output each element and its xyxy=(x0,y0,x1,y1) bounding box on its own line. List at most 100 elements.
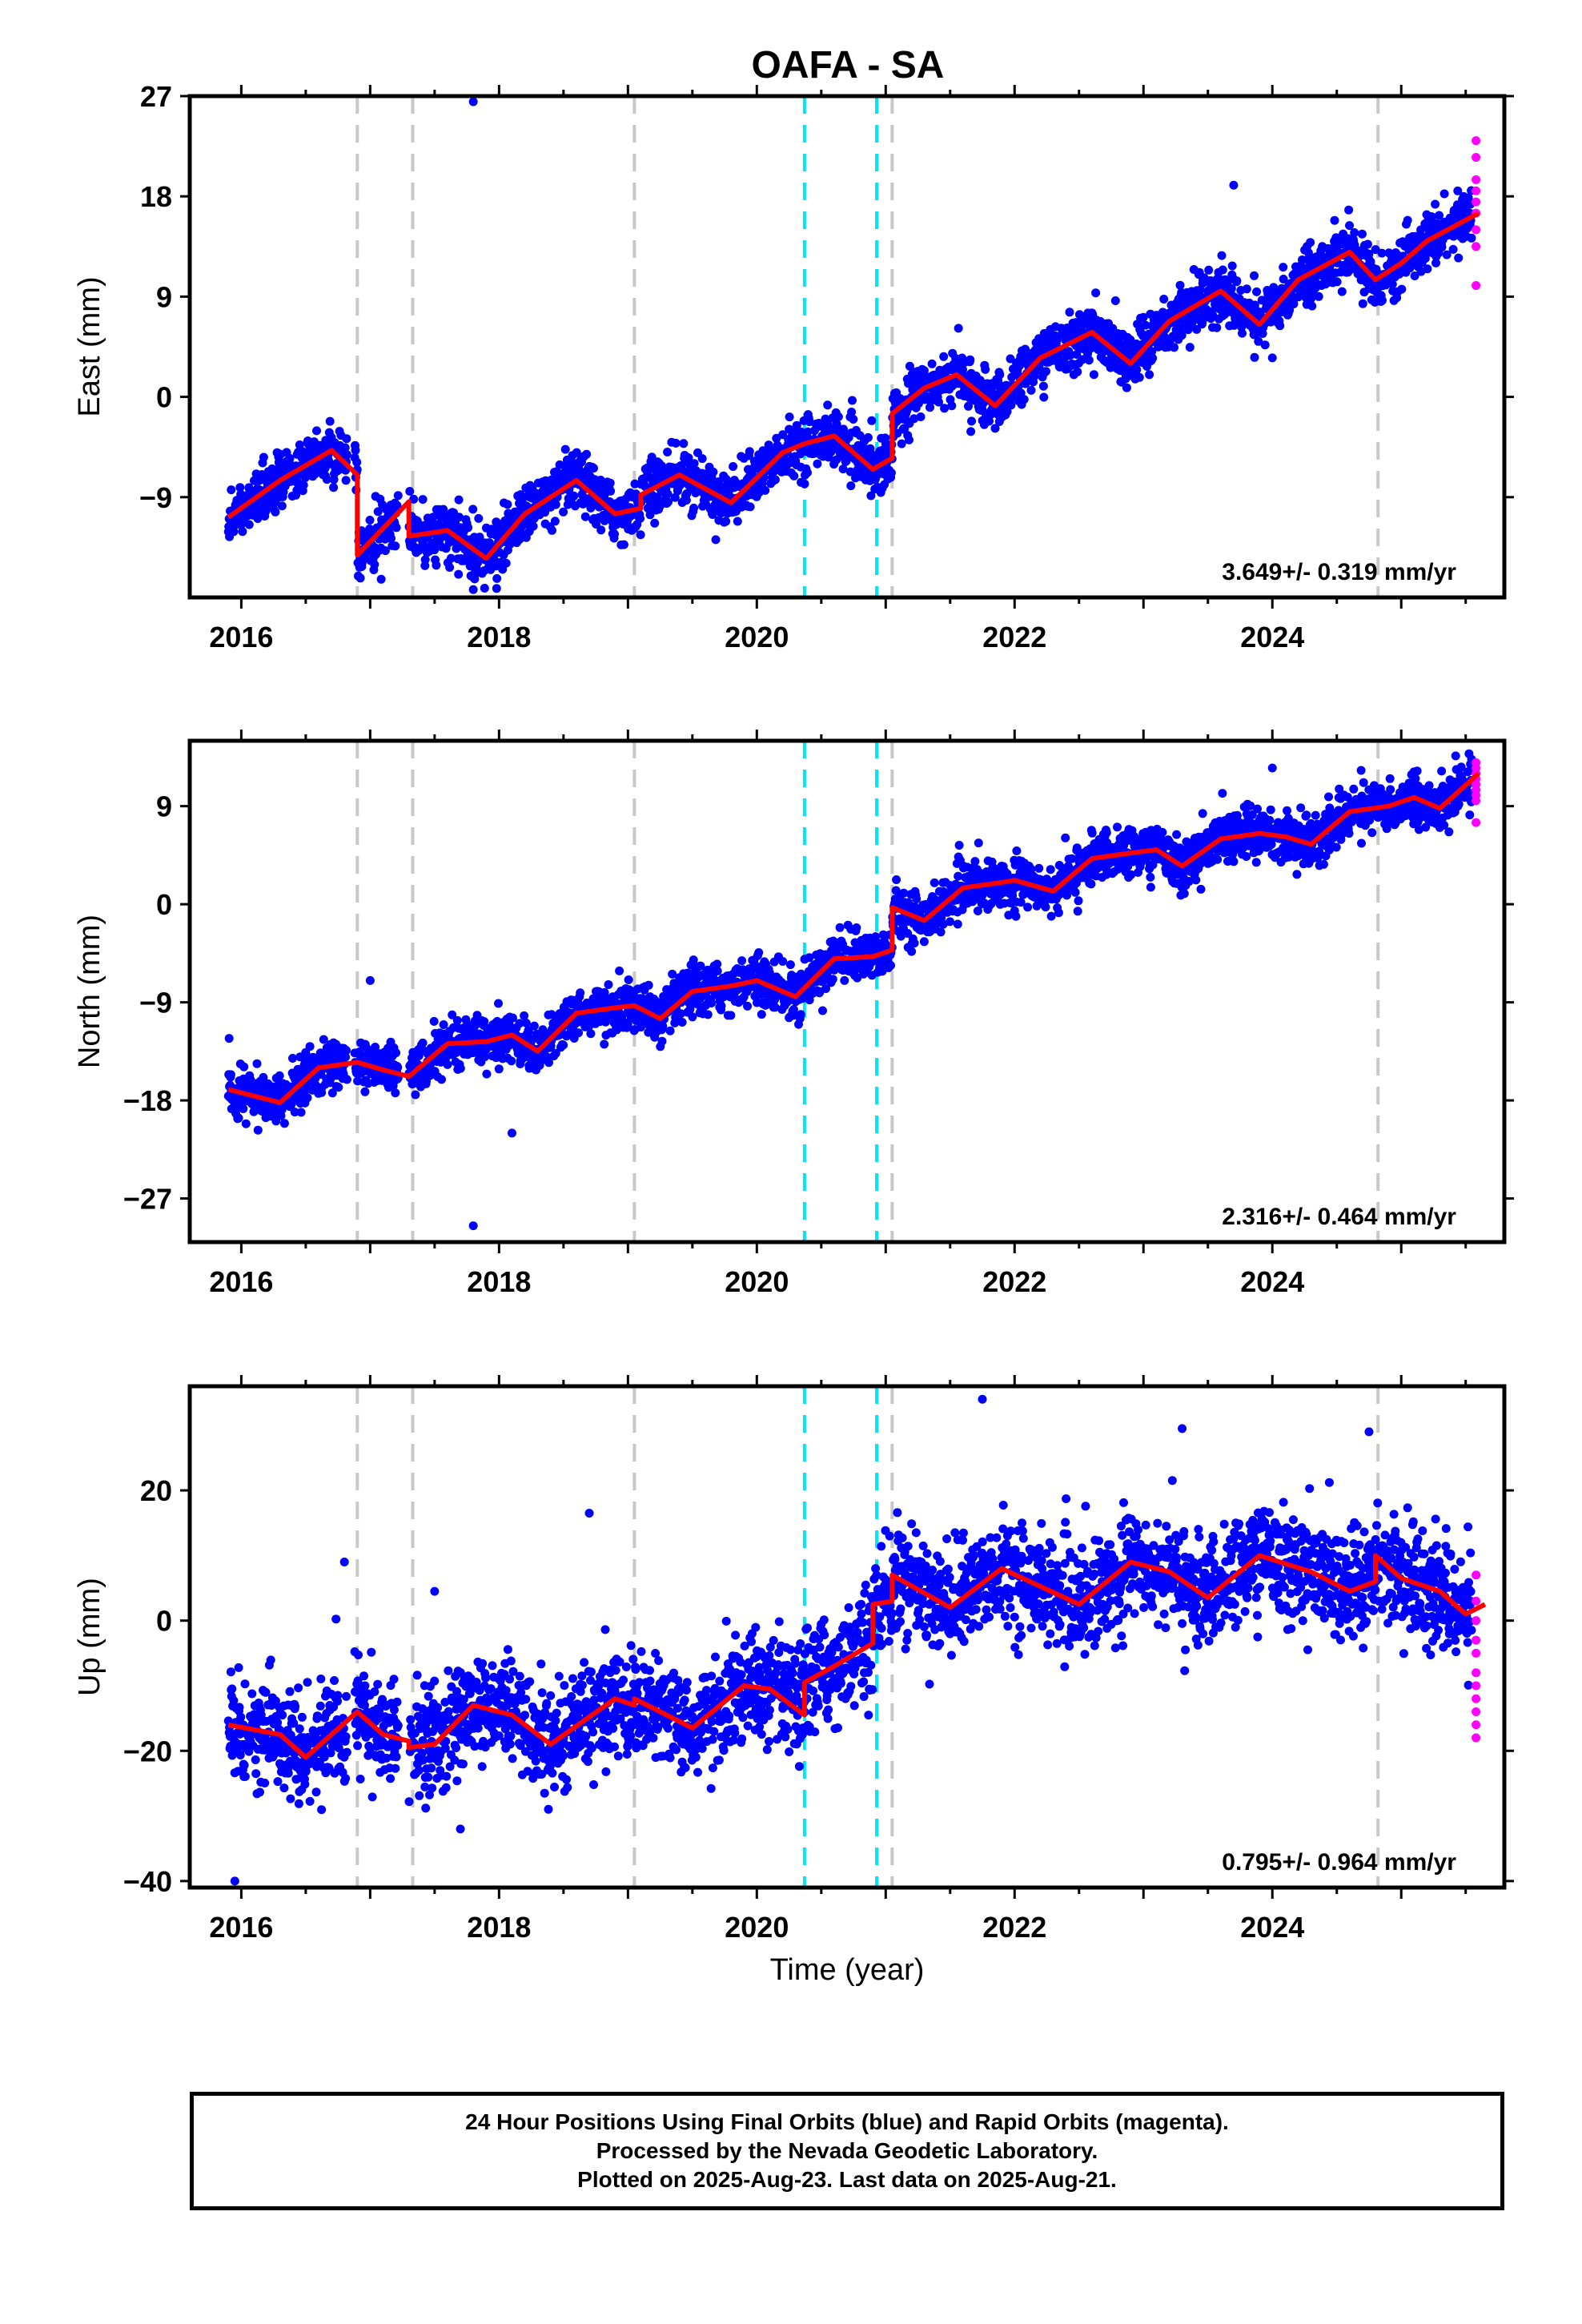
data-point xyxy=(312,426,321,436)
data-point xyxy=(387,533,396,543)
data-point xyxy=(376,574,386,584)
data-point xyxy=(1227,261,1237,271)
data-point xyxy=(954,324,963,333)
data-point xyxy=(813,459,822,468)
data-point xyxy=(663,489,673,499)
data-point xyxy=(253,1125,263,1135)
data-point xyxy=(1357,229,1367,239)
data-point xyxy=(981,364,990,374)
data-point xyxy=(277,1104,287,1114)
data-point xyxy=(848,396,857,405)
data-point xyxy=(796,1010,805,1019)
data-point xyxy=(296,1108,306,1117)
data-point xyxy=(636,513,645,523)
data-point xyxy=(990,424,1000,433)
x-tick-label: 2022 xyxy=(982,621,1046,653)
data-point xyxy=(1175,280,1185,290)
data-point xyxy=(355,573,365,583)
data-point xyxy=(919,937,929,947)
data-point xyxy=(1454,253,1464,263)
data-point xyxy=(717,1001,726,1011)
data-point xyxy=(482,1069,492,1079)
data-point xyxy=(238,527,247,537)
data-point xyxy=(454,495,464,505)
data-point xyxy=(1294,292,1303,302)
data-point xyxy=(234,1113,243,1123)
data-point xyxy=(226,1070,235,1080)
data-point xyxy=(428,513,438,522)
data-point xyxy=(828,975,837,984)
data-point xyxy=(305,1042,315,1051)
data-point xyxy=(966,427,976,436)
data-point xyxy=(733,517,742,526)
data-point xyxy=(380,546,390,556)
data-point xyxy=(964,401,973,411)
data-point xyxy=(480,584,489,593)
data-point xyxy=(528,521,538,531)
data-point xyxy=(1170,343,1178,352)
data-point xyxy=(644,980,653,990)
rapid-point xyxy=(1472,136,1481,146)
data-point xyxy=(615,966,624,975)
data-point xyxy=(1285,305,1295,315)
data-point xyxy=(947,401,957,411)
data-point xyxy=(501,558,511,568)
data-point xyxy=(572,448,581,457)
data-point xyxy=(540,508,550,517)
data-point xyxy=(703,1010,713,1019)
data-point xyxy=(954,841,964,850)
data-point xyxy=(1448,244,1458,254)
rapid-point xyxy=(1472,242,1481,251)
data-point xyxy=(936,927,946,937)
data-point xyxy=(259,1072,268,1082)
data-point xyxy=(445,563,455,572)
x-tick-label: 2020 xyxy=(725,621,789,653)
data-point xyxy=(1159,295,1169,304)
data-point xyxy=(1217,251,1227,260)
data-point xyxy=(360,1087,370,1096)
data-point xyxy=(1254,336,1263,346)
data-point xyxy=(391,541,400,551)
data-point xyxy=(1110,296,1120,305)
data-point xyxy=(711,535,721,545)
data-point xyxy=(1467,233,1476,243)
data-point xyxy=(448,1010,457,1019)
data-point xyxy=(409,494,419,504)
data-point xyxy=(1403,215,1412,225)
data-point xyxy=(745,447,754,456)
data-point xyxy=(589,464,598,473)
data-point xyxy=(261,505,271,514)
data-point xyxy=(342,450,351,460)
east-rate-label: 3.649+/- 0.319 mm/yr xyxy=(1222,559,1456,585)
data-point xyxy=(432,561,441,570)
data-point xyxy=(743,1001,753,1011)
data-point xyxy=(761,485,770,495)
outlier-point xyxy=(1267,353,1277,363)
data-point xyxy=(792,420,801,430)
data-point xyxy=(903,929,913,938)
data-point xyxy=(1232,276,1242,286)
outlier-point xyxy=(1229,180,1239,190)
data-point xyxy=(439,1020,448,1029)
data-point xyxy=(803,468,812,477)
data-point xyxy=(905,435,913,444)
data-point xyxy=(696,961,705,971)
data-point xyxy=(1344,205,1354,215)
y-tick-label: 27 xyxy=(140,80,172,113)
data-point xyxy=(1019,395,1029,404)
data-point xyxy=(418,495,428,505)
data-point xyxy=(754,948,764,957)
data-point xyxy=(271,507,280,517)
data-point xyxy=(840,975,849,985)
data-point xyxy=(995,370,1005,380)
y-tick-label: 0 xyxy=(156,381,172,414)
data-point xyxy=(1250,271,1259,280)
data-point xyxy=(1337,287,1347,296)
data-point xyxy=(559,507,568,517)
data-point xyxy=(1138,312,1148,322)
data-point xyxy=(437,1075,446,1084)
data-point xyxy=(373,507,383,517)
data-point xyxy=(785,960,795,970)
data-point xyxy=(277,501,287,511)
data-point xyxy=(393,491,403,501)
